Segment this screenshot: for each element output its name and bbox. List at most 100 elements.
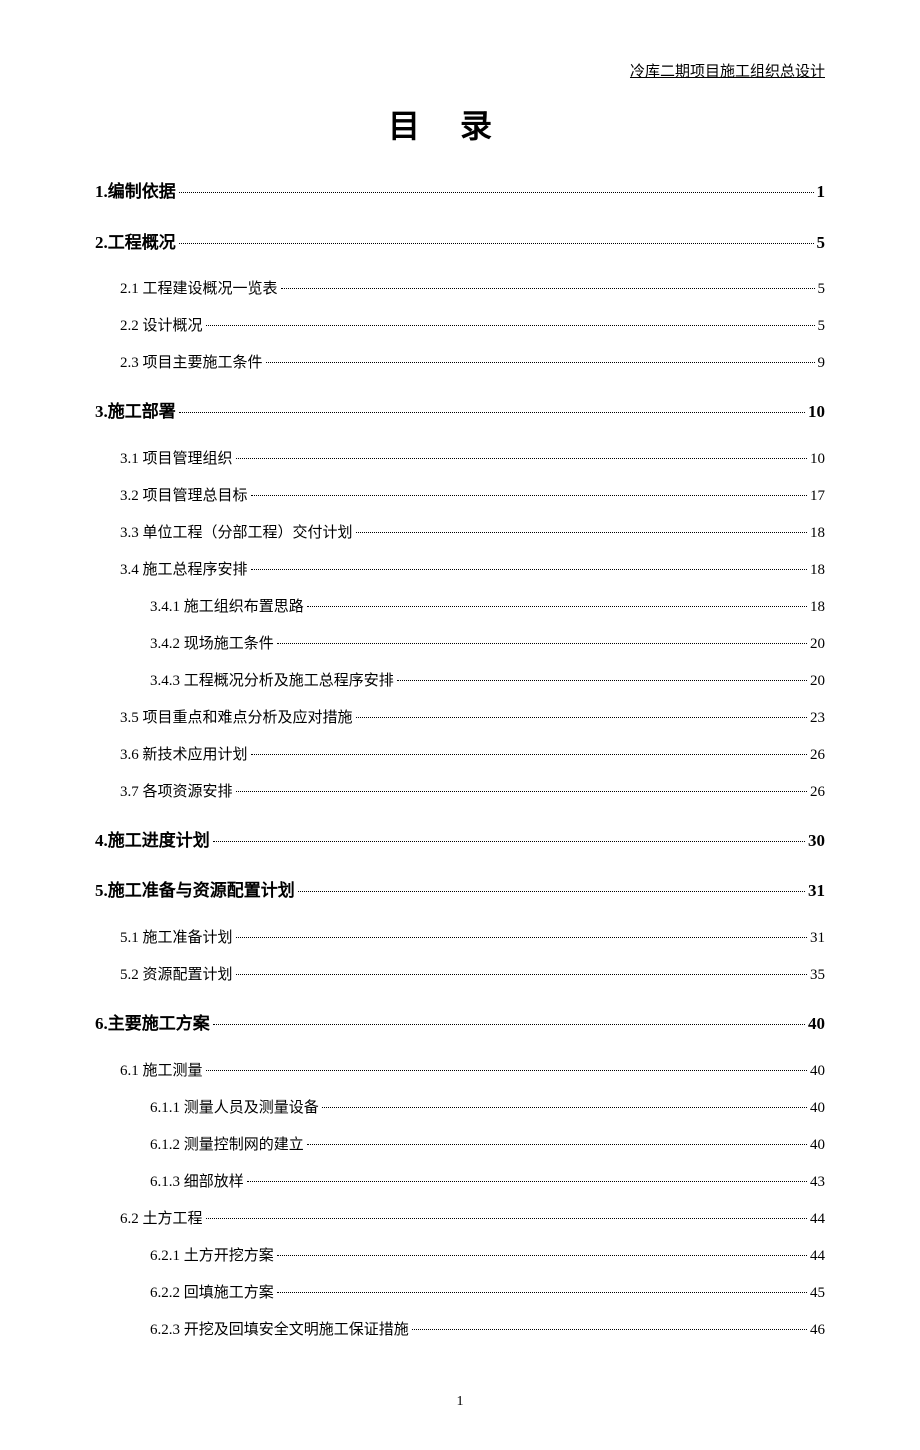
toc-entry-page: 26 xyxy=(810,742,825,769)
toc-entry: 5.1 施工准备计划 31 xyxy=(95,925,825,952)
document-header: 冷库二期项目施工组织总设计 xyxy=(95,60,825,81)
toc-entry-label: 3.4 施工总程序安排 xyxy=(120,557,248,584)
table-of-contents: 1.编制依据1 2.工程概况5 2.1 工程建设概况一览表 5 2.2 设计概况 5 2.3… xyxy=(95,177,825,1344)
toc-entry: 3.4.1 施工组织布置思路18 xyxy=(95,594,825,621)
toc-leader xyxy=(236,974,807,975)
toc-entry: 2.工程概况5 xyxy=(95,228,825,259)
toc-entry-label: 3.1 项目管理组织 xyxy=(120,446,233,473)
toc-leader xyxy=(206,1218,807,1219)
toc-entry: 2.1 工程建设概况一览表 5 xyxy=(95,276,825,303)
toc-entry-label: 3.5 项目重点和难点分析及应对措施 xyxy=(120,705,353,732)
document-title: 目录 xyxy=(95,101,825,147)
toc-entry-page: 26 xyxy=(810,779,825,806)
toc-leader xyxy=(266,362,815,363)
toc-entry-page: 40 xyxy=(810,1095,825,1122)
toc-entry: 6.2.1 土方开挖方案 44 xyxy=(95,1243,825,1270)
toc-entry-label: 2.3 项目主要施工条件 xyxy=(120,350,263,377)
toc-leader xyxy=(277,1255,807,1256)
toc-entry-label: 3.4.1 施工组织布置思路 xyxy=(150,594,304,621)
toc-entry-page: 18 xyxy=(810,557,825,584)
toc-leader xyxy=(281,288,815,289)
toc-entry-label: 6.1 施工测量 xyxy=(120,1058,203,1085)
toc-entry-label: 6.1.1 测量人员及测量设备 xyxy=(150,1095,319,1122)
toc-entry-page: 44 xyxy=(810,1206,825,1233)
toc-entry: 3.施工部署 10 xyxy=(95,397,825,428)
toc-leader xyxy=(412,1329,807,1330)
toc-leader xyxy=(236,937,807,938)
toc-leader xyxy=(206,325,815,326)
toc-entry-label: 3.3 单位工程（分部工程）交付计划 xyxy=(120,520,353,547)
toc-entry-page: 30 xyxy=(808,826,825,857)
toc-entry-page: 46 xyxy=(810,1317,825,1344)
toc-entry: 6.1 施工测量 40 xyxy=(95,1058,825,1085)
toc-entry-label: 1.编制依据 xyxy=(95,177,176,208)
toc-entry-page: 17 xyxy=(810,483,825,510)
toc-entry: 5.2 资源配置计划 35 xyxy=(95,962,825,989)
toc-entry-page: 20 xyxy=(810,668,825,695)
toc-entry-page: 31 xyxy=(808,876,825,907)
toc-entry: 3.4 施工总程序安排 18 xyxy=(95,557,825,584)
toc-leader xyxy=(213,841,805,842)
toc-entry: 6.1.1 测量人员及测量设备 40 xyxy=(95,1095,825,1122)
toc-leader xyxy=(179,243,814,244)
toc-entry-page: 35 xyxy=(810,962,825,989)
toc-leader xyxy=(307,1144,807,1145)
toc-entry: 6.1.2 测量控制网的建立40 xyxy=(95,1132,825,1159)
toc-leader xyxy=(307,606,807,607)
toc-entry: 3.4.2 现场施工条件20 xyxy=(95,631,825,658)
toc-entry-label: 6.主要施工方案 xyxy=(95,1009,210,1040)
toc-entry-page: 40 xyxy=(810,1132,825,1159)
toc-entry-label: 6.1.3 细部放样 xyxy=(150,1169,244,1196)
toc-leader xyxy=(356,532,807,533)
toc-leader xyxy=(213,1024,805,1025)
toc-entry-page: 31 xyxy=(810,925,825,952)
toc-entry: 6.2.2 回填施工方案 45 xyxy=(95,1280,825,1307)
toc-entry-label: 3.2 项目管理总目标 xyxy=(120,483,248,510)
toc-leader xyxy=(277,643,807,644)
toc-entry: 4.施工进度计划 30 xyxy=(95,826,825,857)
toc-leader xyxy=(251,569,807,570)
toc-entry-page: 44 xyxy=(810,1243,825,1270)
toc-entry: 3.4.3 工程概况分析及施工总程序安排 20 xyxy=(95,668,825,695)
toc-entry: 5.施工准备与资源配置计划 31 xyxy=(95,876,825,907)
toc-entry: 2.3 项目主要施工条件9 xyxy=(95,350,825,377)
toc-entry-label: 6.2 土方工程 xyxy=(120,1206,203,1233)
toc-entry-page: 10 xyxy=(808,397,825,428)
toc-leader xyxy=(277,1292,807,1293)
toc-entry-page: 40 xyxy=(808,1009,825,1040)
toc-entry-label: 6.2.3 开挖及回填安全文明施工保证措施 xyxy=(150,1317,409,1344)
toc-entry-label: 2.1 工程建设概况一览表 xyxy=(120,276,278,303)
toc-entry: 2.2 设计概况 5 xyxy=(95,313,825,340)
toc-leader xyxy=(322,1107,807,1108)
toc-leader xyxy=(298,891,805,892)
toc-entry-page: 43 xyxy=(810,1169,825,1196)
toc-entry-label: 5.1 施工准备计划 xyxy=(120,925,233,952)
page-number: 1 xyxy=(95,1394,825,1410)
toc-entry-label: 2.工程概况 xyxy=(95,228,176,259)
toc-leader xyxy=(179,192,814,193)
toc-leader xyxy=(251,754,807,755)
toc-entry: 6.主要施工方案 40 xyxy=(95,1009,825,1040)
toc-leader xyxy=(236,458,807,459)
toc-entry-page: 5 xyxy=(818,276,826,303)
toc-entry-page: 5 xyxy=(818,313,826,340)
toc-entry-label: 4.施工进度计划 xyxy=(95,826,210,857)
toc-entry: 3.3 单位工程（分部工程）交付计划18 xyxy=(95,520,825,547)
toc-leader xyxy=(397,680,807,681)
toc-entry: 3.2 项目管理总目标 17 xyxy=(95,483,825,510)
toc-entry-label: 6.2.1 土方开挖方案 xyxy=(150,1243,274,1270)
toc-entry-label: 2.2 设计概况 xyxy=(120,313,203,340)
toc-entry-page: 45 xyxy=(810,1280,825,1307)
toc-leader xyxy=(206,1070,807,1071)
toc-entry-label: 6.2.2 回填施工方案 xyxy=(150,1280,274,1307)
toc-entry-page: 40 xyxy=(810,1058,825,1085)
toc-entry: 1.编制依据1 xyxy=(95,177,825,208)
toc-entry-label: 5.2 资源配置计划 xyxy=(120,962,233,989)
toc-entry-page: 20 xyxy=(810,631,825,658)
toc-entry-label: 3.6 新技术应用计划 xyxy=(120,742,248,769)
toc-entry-label: 3.施工部署 xyxy=(95,397,176,428)
toc-entry-label: 3.7 各项资源安排 xyxy=(120,779,233,806)
toc-entry-page: 23 xyxy=(810,705,825,732)
toc-entry-label: 5.施工准备与资源配置计划 xyxy=(95,876,295,907)
toc-entry-label: 3.4.3 工程概况分析及施工总程序安排 xyxy=(150,668,394,695)
